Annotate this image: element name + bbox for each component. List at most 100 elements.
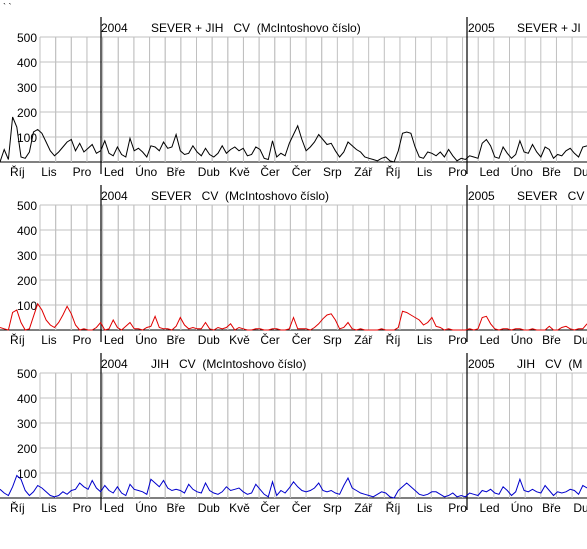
x-tick-labels: Říj Lis Pro Led Úno Bře Dub Kvě Čer Čer Srp Zář Říj L…: [10, 500, 587, 515]
x-tick-label: Pro: [73, 333, 92, 347]
y-tick-labels: 500 400 300 200 100: [17, 199, 37, 313]
series-line-north: [0, 302, 587, 331]
x-tick-label: Dub: [573, 333, 587, 347]
x-tick-label: Říj: [386, 332, 401, 347]
x-tick-label: Čer: [292, 332, 311, 347]
x-tick-label: Říj: [10, 500, 25, 515]
x-tick-label: Lis: [41, 165, 56, 179]
panel-title-year-right: 2005: [468, 357, 495, 371]
series-line-combined: [0, 116, 587, 163]
x-tick-label: Srp: [323, 333, 342, 347]
panel-title: SEVER + JIH CV (McIntoshovo číslo): [151, 21, 361, 35]
y-tick-label: 500: [17, 199, 37, 213]
y-tick-label: 200: [17, 274, 37, 288]
x-tick-label: Čer: [260, 164, 279, 179]
x-tick-label: Pro: [73, 165, 92, 179]
series-line: [0, 474, 587, 499]
x-tick-label: Dub: [198, 333, 220, 347]
chart-grid: [0, 353, 587, 510]
x-tick-label: Čer: [292, 500, 311, 515]
x-tick-label: Lis: [41, 501, 56, 515]
x-tick-label: Úno: [511, 164, 533, 179]
x-tick-label: Led: [480, 165, 500, 179]
x-tick-label: Pro: [448, 165, 467, 179]
chart-panel-south: 2004 JIH CV (McIntoshovo číslo) 2005 JIH…: [0, 353, 587, 515]
x-tick-label: Bře: [542, 333, 561, 347]
y-tick-labels: 500 400 300 200 100: [17, 367, 37, 481]
y-tick-label: 300: [17, 417, 37, 431]
panel-title-right: SEVER CV: [517, 189, 584, 203]
x-tick-label: Bře: [167, 501, 186, 515]
panel-title-year: 2004: [101, 21, 128, 35]
chart-panel-combined: 2004 SEVER + JIH CV (McIntoshovo číslo) …: [0, 17, 587, 179]
x-tick-label: Pro: [448, 501, 467, 515]
x-tick-label: Říj: [386, 500, 401, 515]
x-tick-label: Lis: [41, 333, 56, 347]
y-tick-label: 300: [17, 249, 37, 263]
x-tick-labels: Říj Lis Pro Led Úno Bře Dub Kvě Čer Čer Srp Zář Říj L…: [10, 332, 587, 347]
y-tick-label: 400: [17, 392, 37, 406]
chart-grid: [0, 185, 587, 342]
x-tick-label: Dub: [198, 165, 220, 179]
y-tick-label: 200: [17, 106, 37, 120]
x-tick-label: Led: [104, 165, 124, 179]
panel-title: SEVER CV (McIntoshovo číslo): [151, 189, 329, 203]
x-tick-labels: Říj Lis Pro Led Úno Bře Dub Kvě Čer Čer Srp Zář Říj L…: [10, 164, 587, 179]
corner-mark: ` `: [3, 2, 12, 12]
x-tick-label: Čer: [260, 332, 279, 347]
y-tick-labels: 500 400 300 200 100: [17, 31, 37, 145]
x-tick-label: Čer: [292, 164, 311, 179]
x-tick-label: Kvě: [229, 333, 250, 347]
chart-grid: [0, 17, 587, 174]
x-tick-label: Úno: [511, 332, 533, 347]
x-tick-label: Bře: [167, 165, 186, 179]
x-tick-label: Lis: [417, 165, 432, 179]
x-tick-label: Led: [104, 501, 124, 515]
series-line-south: [0, 474, 587, 499]
series-line: [0, 302, 587, 331]
panel-title-right: JIH CV (M: [517, 357, 582, 371]
y-tick-label: 300: [17, 81, 37, 95]
x-tick-label: Kvě: [229, 501, 250, 515]
panel-title: JIH CV (McIntoshovo číslo): [151, 357, 306, 371]
x-tick-label: Úno: [135, 332, 157, 347]
y-tick-label: 500: [17, 31, 37, 45]
x-tick-label: Led: [480, 501, 500, 515]
y-tick-label: 500: [17, 367, 37, 381]
x-tick-label: Dub: [198, 501, 220, 515]
x-tick-label: Čer: [260, 500, 279, 515]
x-tick-label: Úno: [135, 500, 157, 515]
chart-panel-north: 2004 SEVER CV (McIntoshovo číslo) 2005 S…: [0, 185, 587, 347]
x-tick-label: Srp: [323, 165, 342, 179]
y-tick-label: 100: [17, 467, 37, 481]
panel-title-year-right: 2005: [468, 21, 495, 35]
panel-title-year: 2004: [101, 189, 128, 203]
panel-title-right: SEVER + JI: [517, 21, 581, 35]
x-tick-label: Pro: [448, 333, 467, 347]
panel-title-year: 2004: [101, 357, 128, 371]
x-tick-label: Bře: [542, 165, 561, 179]
series-line: [0, 116, 587, 163]
x-tick-label: Zář: [354, 501, 373, 515]
x-tick-label: Dub: [573, 501, 587, 515]
x-tick-label: Lis: [417, 333, 432, 347]
y-tick-label: 200: [17, 442, 37, 456]
x-tick-label: Úno: [511, 500, 533, 515]
y-tick-label: 100: [17, 131, 37, 145]
x-tick-label: Kvě: [229, 165, 250, 179]
x-tick-label: Říj: [10, 164, 25, 179]
x-tick-label: Úno: [135, 164, 157, 179]
x-tick-label: Srp: [323, 501, 342, 515]
x-tick-label: Bře: [167, 333, 186, 347]
x-tick-label: Dub: [573, 165, 587, 179]
x-tick-label: Led: [480, 333, 500, 347]
y-tick-label: 400: [17, 56, 37, 70]
x-tick-label: Zář: [354, 165, 373, 179]
panel-title-year-right: 2005: [468, 189, 495, 203]
x-tick-label: Led: [104, 333, 124, 347]
x-tick-label: Pro: [73, 501, 92, 515]
x-tick-label: Bře: [542, 501, 561, 515]
y-tick-label: 100: [17, 299, 37, 313]
x-tick-label: Lis: [417, 501, 432, 515]
